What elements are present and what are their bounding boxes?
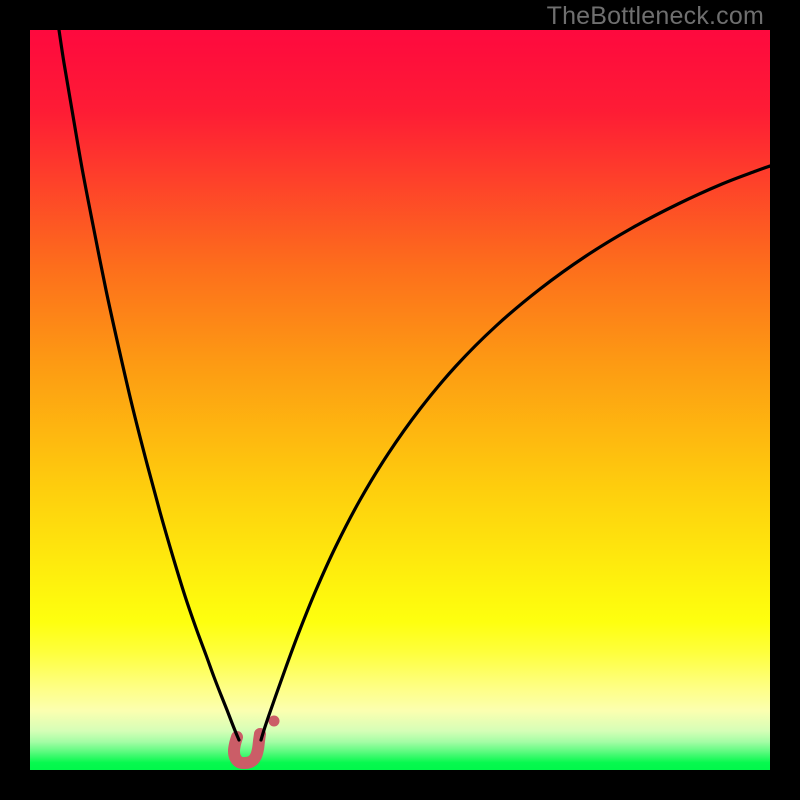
right-bottleneck-curve bbox=[261, 166, 770, 740]
curves-overlay bbox=[30, 30, 770, 770]
operating-point-dot bbox=[269, 716, 280, 727]
watermark-text: TheBottleneck.com bbox=[547, 2, 764, 31]
chart-root: TheBottleneck.com bbox=[0, 0, 800, 800]
plot-area bbox=[30, 30, 770, 770]
left-bottleneck-curve bbox=[59, 30, 239, 740]
